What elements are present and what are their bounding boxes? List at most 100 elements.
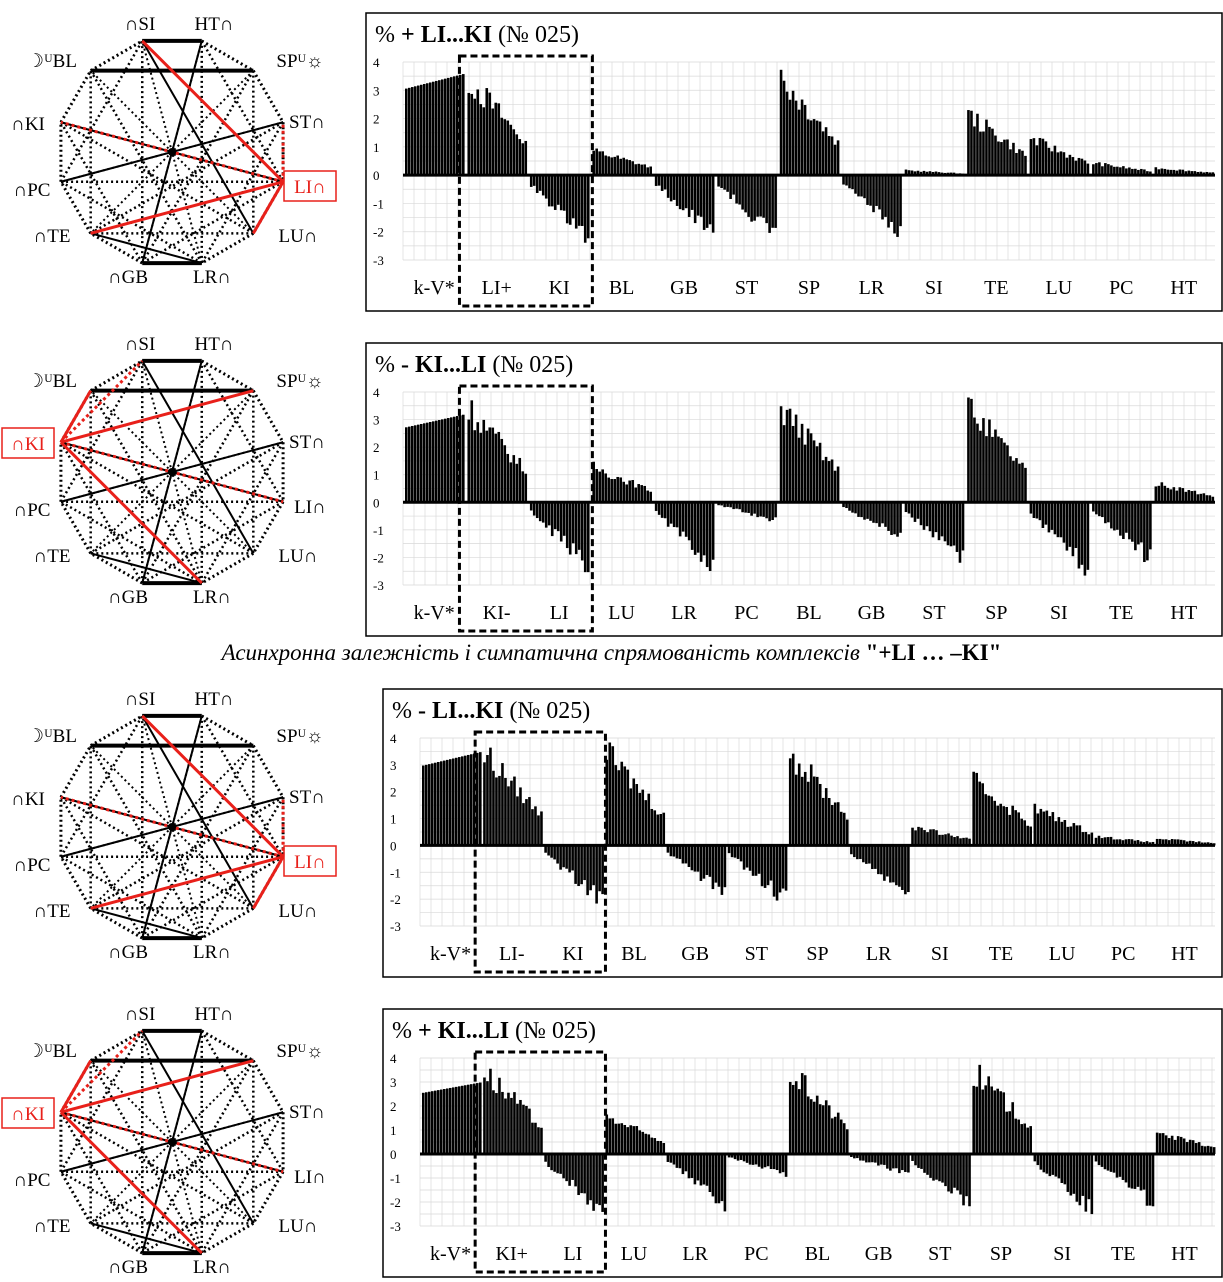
- bar: [886, 1154, 889, 1169]
- bar: [447, 77, 450, 176]
- bar: [769, 1154, 773, 1170]
- bar: [702, 175, 706, 230]
- bar: [824, 788, 828, 846]
- y-tick-label: 0: [390, 1147, 397, 1162]
- chart-panel-4: % + KI...LI (№ 025) 4 3 2 1 0 -1 -2 -3 k-V* KI+ LI L…: [382, 1008, 1223, 1278]
- bar: [806, 781, 810, 846]
- bar: [662, 812, 666, 846]
- bar: [928, 171, 932, 176]
- bar: [818, 1104, 822, 1154]
- bar: [778, 845, 782, 893]
- category-label: TE: [989, 943, 1013, 965]
- category-label: ST: [745, 943, 768, 965]
- bar: [509, 462, 513, 503]
- bar: [504, 1098, 507, 1154]
- bar: [1074, 160, 1078, 176]
- category-label: PC: [1109, 277, 1133, 299]
- bar: [1203, 1146, 1207, 1154]
- bar: [739, 1154, 743, 1160]
- bar: [428, 1091, 431, 1154]
- bar: [753, 502, 756, 514]
- highlight-box: [1, 1097, 55, 1129]
- bar: [467, 419, 471, 503]
- highlight-chord: [252, 181, 285, 235]
- bar: [1139, 841, 1143, 846]
- bar: [878, 502, 881, 527]
- category-label: HT: [1171, 943, 1198, 965]
- y-tick-label: -3: [390, 919, 401, 934]
- chord-solid: [90, 552, 203, 585]
- bar: [1167, 1138, 1171, 1154]
- bar: [441, 79, 444, 176]
- chord-dotted: [141, 500, 284, 585]
- bar: [901, 845, 904, 891]
- bar: [437, 762, 440, 846]
- bar: [408, 426, 411, 503]
- bar: [601, 845, 604, 895]
- title-sign: +: [401, 22, 421, 48]
- bar: [497, 103, 501, 176]
- bar: [696, 502, 700, 553]
- bar: [880, 1154, 883, 1165]
- title-prefix: %: [375, 22, 401, 48]
- bar: [646, 167, 649, 176]
- bar: [996, 1088, 999, 1154]
- chart-title: % + LI...KI (№ 025): [375, 22, 579, 48]
- bar: [1205, 171, 1209, 176]
- bar: [595, 148, 598, 176]
- bar: [938, 1154, 941, 1182]
- bar: [1086, 502, 1090, 570]
- bar: [559, 1154, 562, 1174]
- bar: [592, 1154, 595, 1211]
- bar: [1206, 842, 1210, 846]
- bar: [518, 457, 522, 503]
- bar: [1071, 502, 1075, 557]
- bar: [458, 757, 461, 846]
- bar: [1036, 1154, 1040, 1166]
- bar: [660, 502, 664, 518]
- bar: [586, 502, 590, 573]
- bar: [827, 797, 831, 846]
- rim-segment: [252, 1059, 285, 1113]
- bar: [498, 775, 501, 846]
- bar: [791, 90, 795, 176]
- caption-text: Асинхронна залежність і симпатична спрям…: [221, 640, 866, 665]
- bar: [629, 788, 633, 846]
- category-label: SI: [1053, 1243, 1071, 1265]
- bar: [541, 175, 545, 196]
- bar: [708, 1154, 712, 1193]
- bar: [1136, 1154, 1140, 1187]
- bar: [687, 175, 691, 217]
- bar: [453, 416, 456, 503]
- bar: [850, 845, 853, 855]
- bar: [768, 502, 771, 522]
- bar: [657, 502, 661, 515]
- bar: [611, 746, 615, 846]
- bar: [1005, 1111, 1008, 1154]
- bar: [1164, 1135, 1168, 1154]
- bar: [589, 1154, 592, 1201]
- category-label: PC: [734, 602, 758, 624]
- bar: [470, 754, 473, 846]
- bar: [944, 834, 947, 846]
- bar: [699, 845, 703, 881]
- bar: [705, 845, 709, 875]
- bar: [1012, 460, 1015, 503]
- bar: [771, 175, 774, 228]
- bar: [872, 175, 875, 213]
- bar: [693, 1154, 697, 1185]
- bar: [1133, 1154, 1137, 1189]
- bar: [446, 1088, 449, 1154]
- bar: [1023, 1123, 1026, 1154]
- bar: [863, 175, 866, 199]
- bar: [842, 175, 845, 185]
- node-label-gb: ∩GB: [108, 267, 148, 288]
- bar: [853, 1154, 856, 1159]
- bar: [913, 502, 917, 522]
- bar: [1182, 840, 1186, 846]
- bar: [601, 469, 604, 503]
- node-label-st: ST∩: [289, 112, 325, 133]
- bar: [993, 1090, 996, 1154]
- bar: [968, 838, 971, 846]
- bar: [417, 85, 420, 176]
